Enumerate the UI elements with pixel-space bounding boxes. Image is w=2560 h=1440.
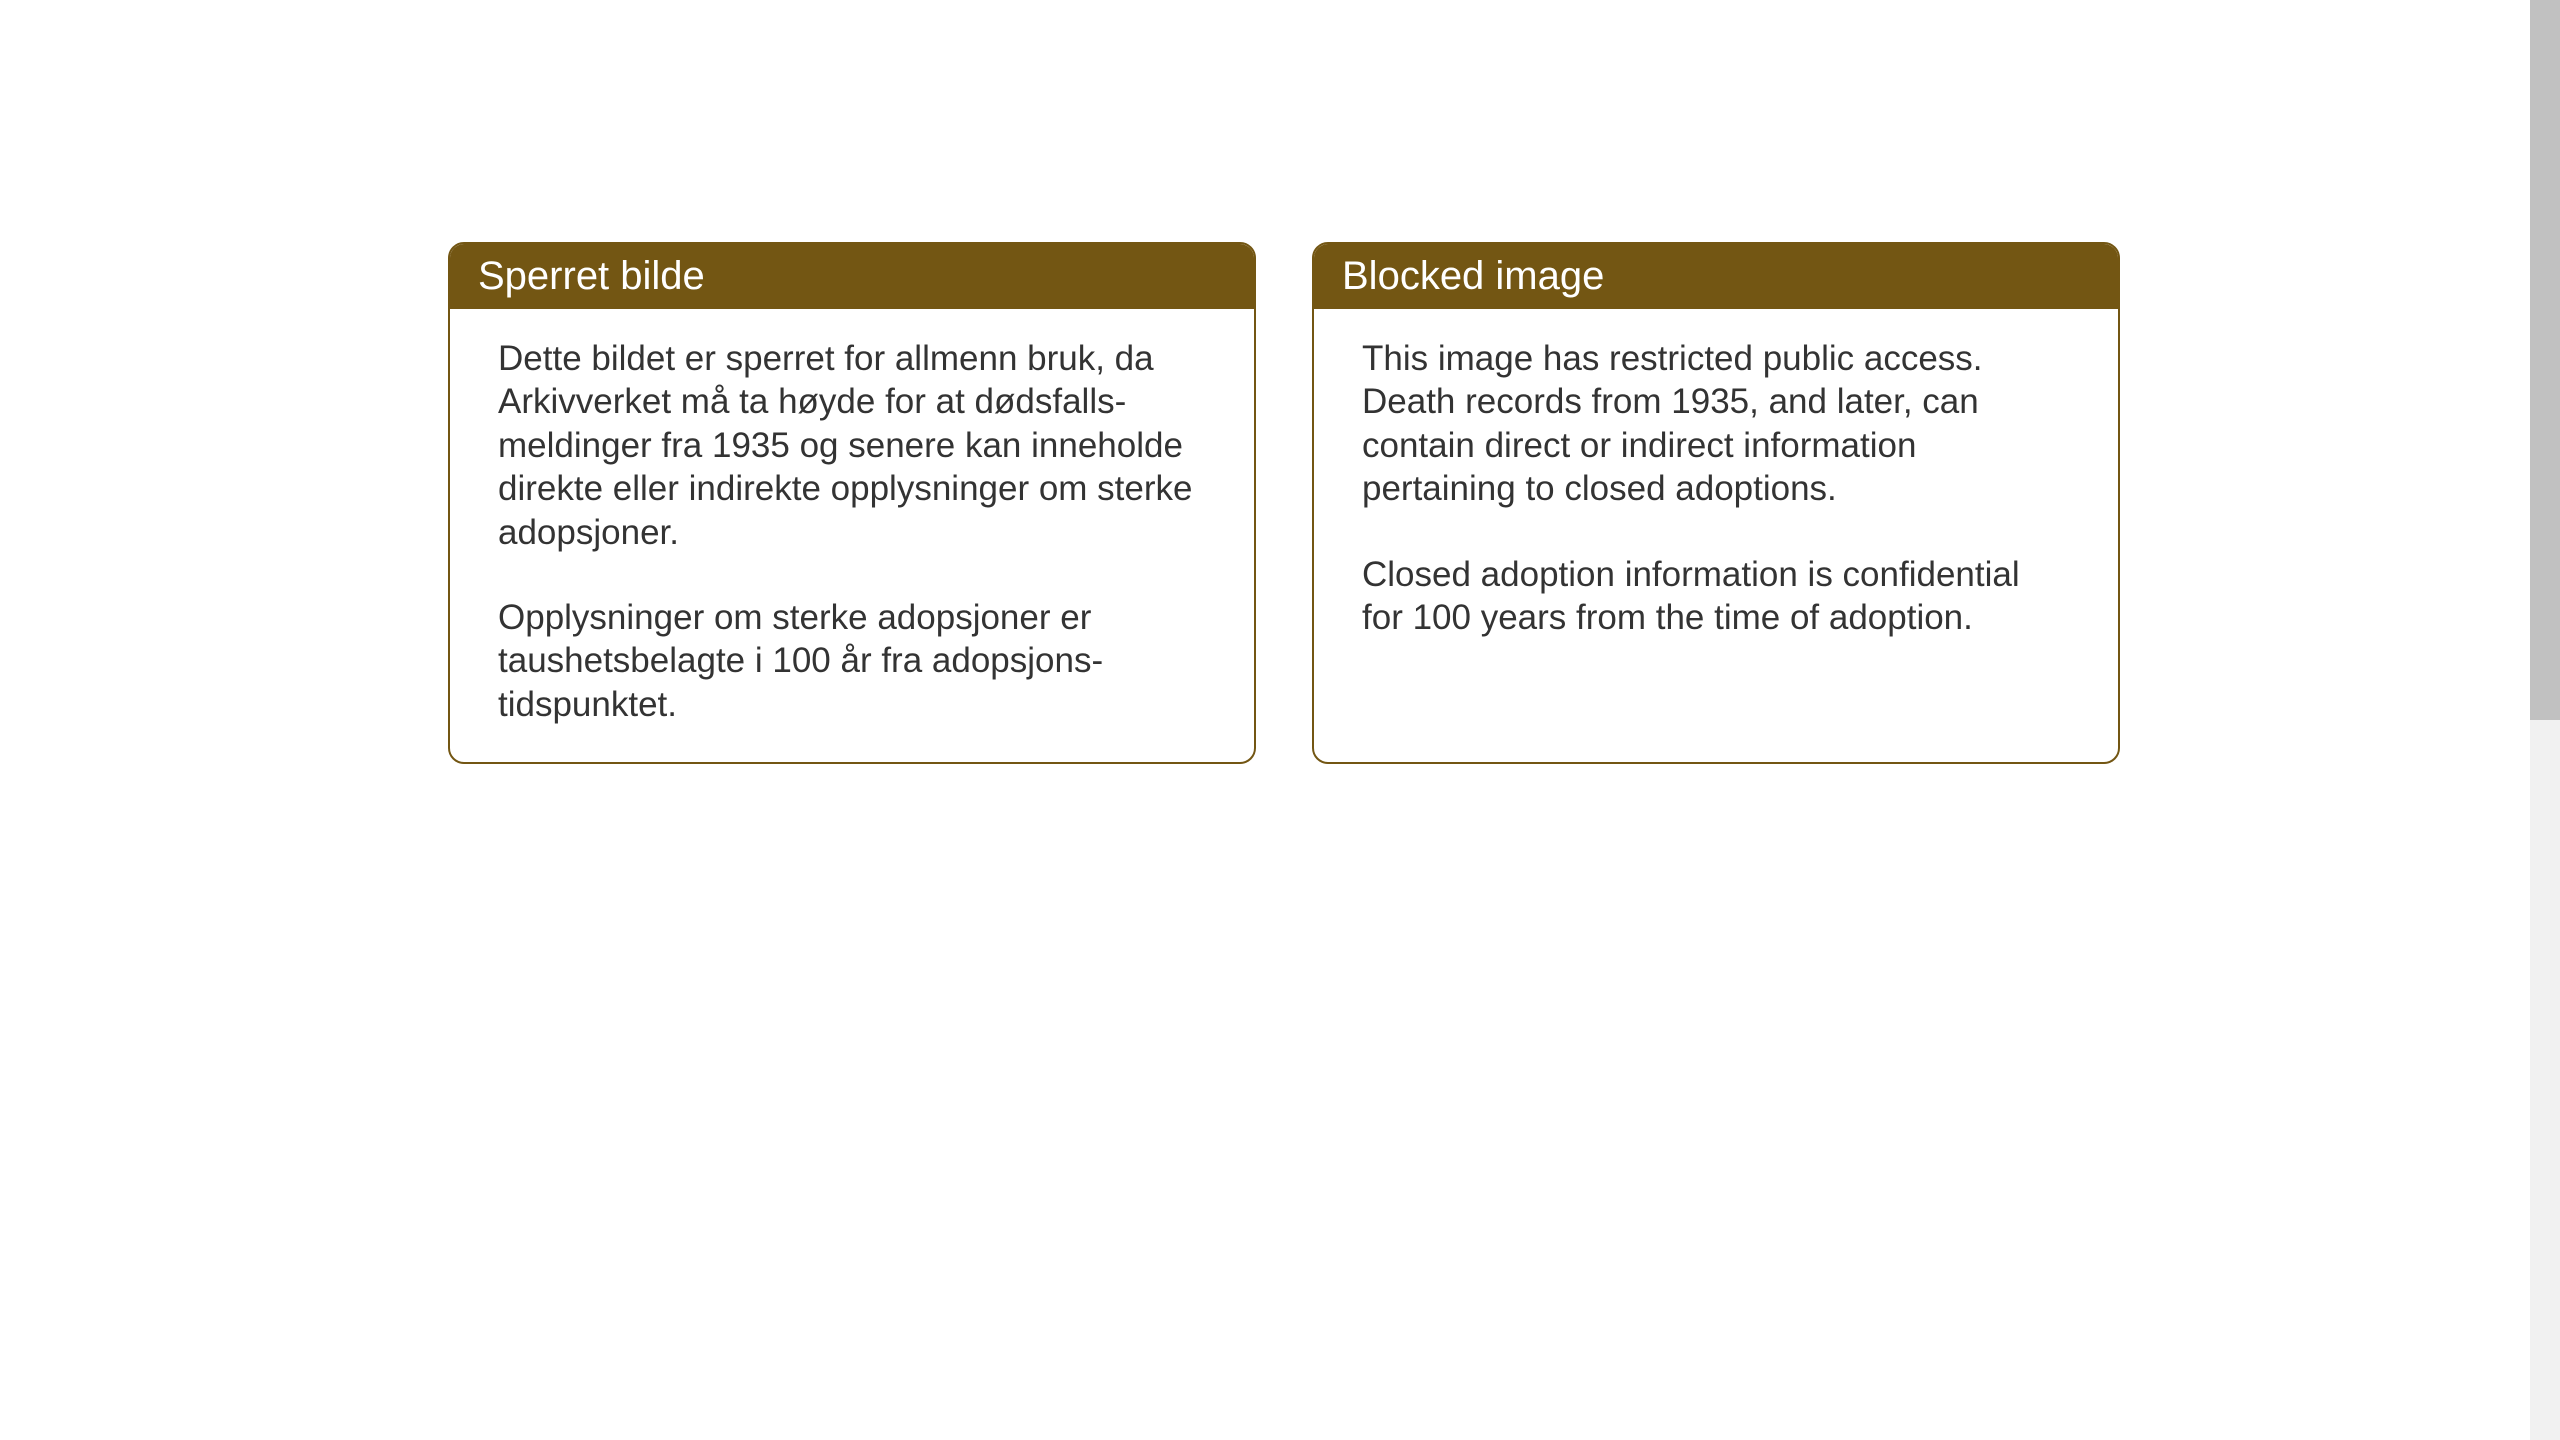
norwegian-card-body: Dette bildet er sperret for allmenn bruk…: [450, 309, 1254, 762]
norwegian-paragraph-2: Opplysninger om sterke adopsjoner er tau…: [498, 596, 1206, 726]
english-card-title: Blocked image: [1314, 244, 2118, 309]
norwegian-card-title: Sperret bilde: [450, 244, 1254, 309]
english-paragraph-1: This image has restricted public access.…: [1362, 337, 2070, 511]
norwegian-notice-card: Sperret bilde Dette bildet er sperret fo…: [448, 242, 1256, 764]
scrollbar-thumb[interactable]: [2530, 0, 2560, 720]
english-card-body: This image has restricted public access.…: [1314, 309, 2118, 675]
english-paragraph-2: Closed adoption information is confident…: [1362, 553, 2070, 640]
cards-container: Sperret bilde Dette bildet er sperret fo…: [448, 242, 2120, 764]
norwegian-paragraph-1: Dette bildet er sperret for allmenn bruk…: [498, 337, 1206, 554]
english-notice-card: Blocked image This image has restricted …: [1312, 242, 2120, 764]
scrollbar-track[interactable]: [2530, 0, 2560, 1440]
